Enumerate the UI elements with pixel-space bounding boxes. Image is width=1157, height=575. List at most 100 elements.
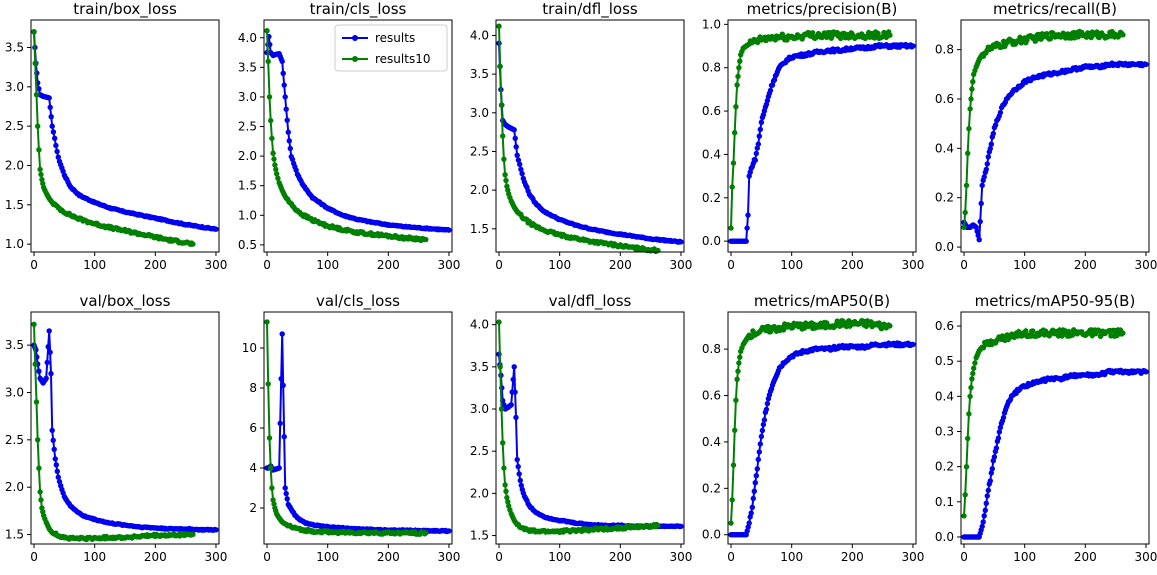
data-point [997,109,1004,116]
series-results10 [31,321,196,543]
data-point [46,95,52,101]
x-tick-label: 100 [780,550,803,564]
series-line [33,31,217,231]
data-point [732,427,738,433]
data-point [48,114,54,120]
data-point [271,156,277,162]
data-point [966,411,972,417]
y-tick-label: 3.0 [470,402,489,416]
data-point [501,465,507,471]
data-point [968,384,974,391]
series-results [496,351,684,530]
data-point [678,523,684,529]
data-point [38,497,44,503]
data-point [56,478,63,485]
data-point [497,364,503,370]
y-tick-label: 0.6 [702,389,721,403]
data-point [981,513,987,519]
data-point [730,462,737,468]
data-point [983,166,989,173]
data-point [760,421,767,428]
y-tick-label: 2.0 [5,158,24,172]
data-point [963,182,970,189]
data-point [37,166,43,173]
data-point [979,182,985,189]
data-point [977,218,983,225]
data-point [285,129,291,135]
legend: results results10 [334,24,448,72]
data-point [282,485,288,491]
data-point [746,520,752,526]
data-point [763,406,770,413]
x-tick-label: 200 [1074,258,1097,272]
x-tick-label: 0 [727,550,735,564]
y-tick-label: 2.0 [470,486,489,500]
data-point [52,456,58,462]
x-tick-label: 200 [144,258,167,272]
y-tick-label: 1.0 [238,208,257,222]
data-point [758,433,765,440]
y-tick-label: 2.5 [470,144,489,158]
data-point [190,531,196,538]
data-point [732,130,738,136]
data-point [1023,328,1029,334]
data-point [283,490,289,497]
data-point [272,162,278,168]
data-point [265,381,271,387]
x-tick-label: 0 [263,258,271,272]
data-point [54,468,60,474]
y-tick-label: 2.5 [5,433,24,447]
data-point [446,528,452,534]
data-point [510,376,516,383]
data-point [190,241,196,247]
y-tick-label: 0.2 [935,460,954,474]
series-line [33,324,194,542]
data-point [281,82,287,88]
series-results [961,367,1149,540]
data-point [810,30,816,36]
data-point [500,440,506,446]
data-point [744,225,750,231]
x-tick-label: 100 [83,258,106,272]
series-results10 [496,23,661,254]
data-point [1120,32,1126,38]
data-point [268,117,274,124]
data-point [729,497,735,503]
data-point [279,58,285,65]
data-point [511,127,517,133]
data-point [984,161,990,167]
data-point [284,117,290,123]
y-tick-label: 0.4 [702,147,721,161]
data-point [515,463,521,470]
data-point [44,359,50,366]
series-line [731,340,914,536]
x-tick-label: 100 [548,550,571,564]
series-results10 [961,326,1126,519]
data-point [996,429,1003,435]
y-tick-label: 1.5 [5,528,24,542]
data-point [268,465,274,471]
x-tick-label: 200 [144,550,167,564]
data-point [988,470,994,476]
data-point [500,133,506,139]
y-tick-label: 1.5 [470,222,489,236]
series-results10 [31,29,196,247]
y-tick-label: 2.0 [238,149,257,163]
data-point [961,513,967,519]
data-point [496,319,502,325]
y-tick-label: 1.5 [238,179,257,193]
data-point [278,376,284,382]
data-point [1143,61,1149,68]
y-tick-label: 3.5 [470,67,489,81]
x-tick-label: 100 [316,550,339,564]
data-point [745,212,751,218]
data-point [514,456,520,463]
panel-val-dfl-loss: val/dfl_loss 0 100 200 300 1.5 2.0 2.5 3.0 3.5 4.0 [470,292,693,564]
data-point [46,328,52,334]
data-point [756,133,762,139]
y-tick-label: 0.2 [702,191,721,205]
data-point [753,150,759,157]
data-point [512,389,518,395]
data-point [32,361,38,367]
data-point [678,239,684,245]
